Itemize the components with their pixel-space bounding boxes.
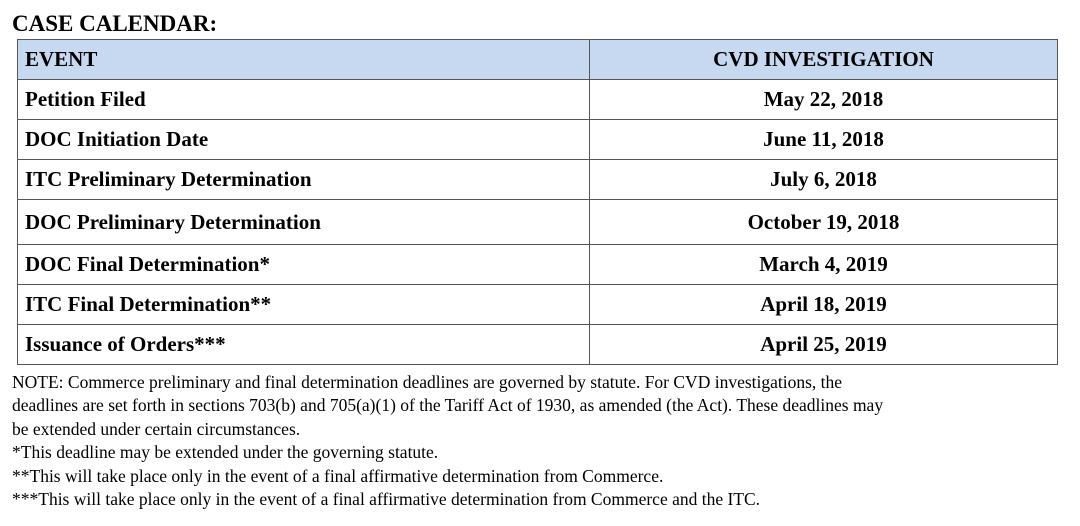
table-row: DOC Final Determination* March 4, 2019 — [17, 244, 1058, 285]
note-line: be extended under certain circumstances. — [12, 418, 301, 439]
table-row: DOC Preliminary Determination October 19,… — [17, 199, 1058, 245]
date-cell: March 4, 2019 — [589, 244, 1058, 285]
notes: NOTE: Commerce preliminary and final det… — [12, 371, 883, 511]
event-cell: ITC Final Determination** — [17, 284, 590, 325]
table-row: Petition Filed May 22, 2018 — [17, 79, 1058, 120]
table-row: ITC Final Determination** April 18, 2019 — [17, 284, 1058, 325]
column-header: EVENT — [17, 39, 590, 80]
column-header: CVD INVESTIGATION — [589, 39, 1058, 80]
note-line: ***This will take place only in the even… — [12, 489, 761, 510]
date-cell: April 18, 2019 — [589, 284, 1058, 325]
event-cell: Issuance of Orders*** — [17, 324, 590, 365]
date-cell: April 25, 2019 — [589, 324, 1058, 365]
note-line: **This will take place only in the event… — [12, 465, 664, 486]
date-cell: October 19, 2018 — [589, 199, 1058, 245]
event-cell: ITC Preliminary Determination — [17, 159, 590, 200]
note-line: NOTE: Commerce preliminary and final det… — [12, 372, 843, 392]
table-row: DOC Initiation Date June 11, 2018 — [17, 119, 1058, 160]
event-cell: Petition Filed — [17, 79, 590, 120]
event-cell: DOC Initiation Date — [17, 119, 590, 160]
date-cell: May 22, 2018 — [589, 79, 1058, 120]
table-row: ITC Preliminary Determination July 6, 201… — [17, 159, 1058, 200]
header-row: EVENT CVD INVESTIGATION — [17, 39, 1058, 80]
table-row: Issuance of Orders*** April 25, 2019 — [17, 324, 1058, 365]
event-cell: DOC Final Determination* — [17, 244, 590, 285]
note-line: *This deadline may be extended under the… — [12, 442, 439, 463]
date-cell: July 6, 2018 — [589, 159, 1058, 200]
date-cell: June 11, 2018 — [589, 119, 1058, 160]
table-body: Petition Filed May 22, 2018 DOC Initiation… — [17, 79, 1058, 365]
case-calendar-table: EVENT CVD INVESTIGATION Petition Filed Ma… — [17, 39, 1058, 365]
title: CASE CALENDAR: — [12, 11, 218, 36]
event-cell: DOC Preliminary Determination — [17, 199, 590, 245]
note-line: deadlines are set forth in sections 703(… — [12, 395, 884, 416]
